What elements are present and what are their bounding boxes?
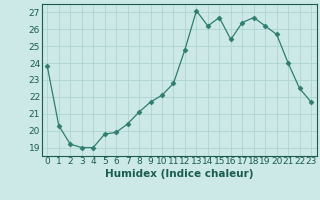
X-axis label: Humidex (Indice chaleur): Humidex (Indice chaleur) [105,169,253,179]
